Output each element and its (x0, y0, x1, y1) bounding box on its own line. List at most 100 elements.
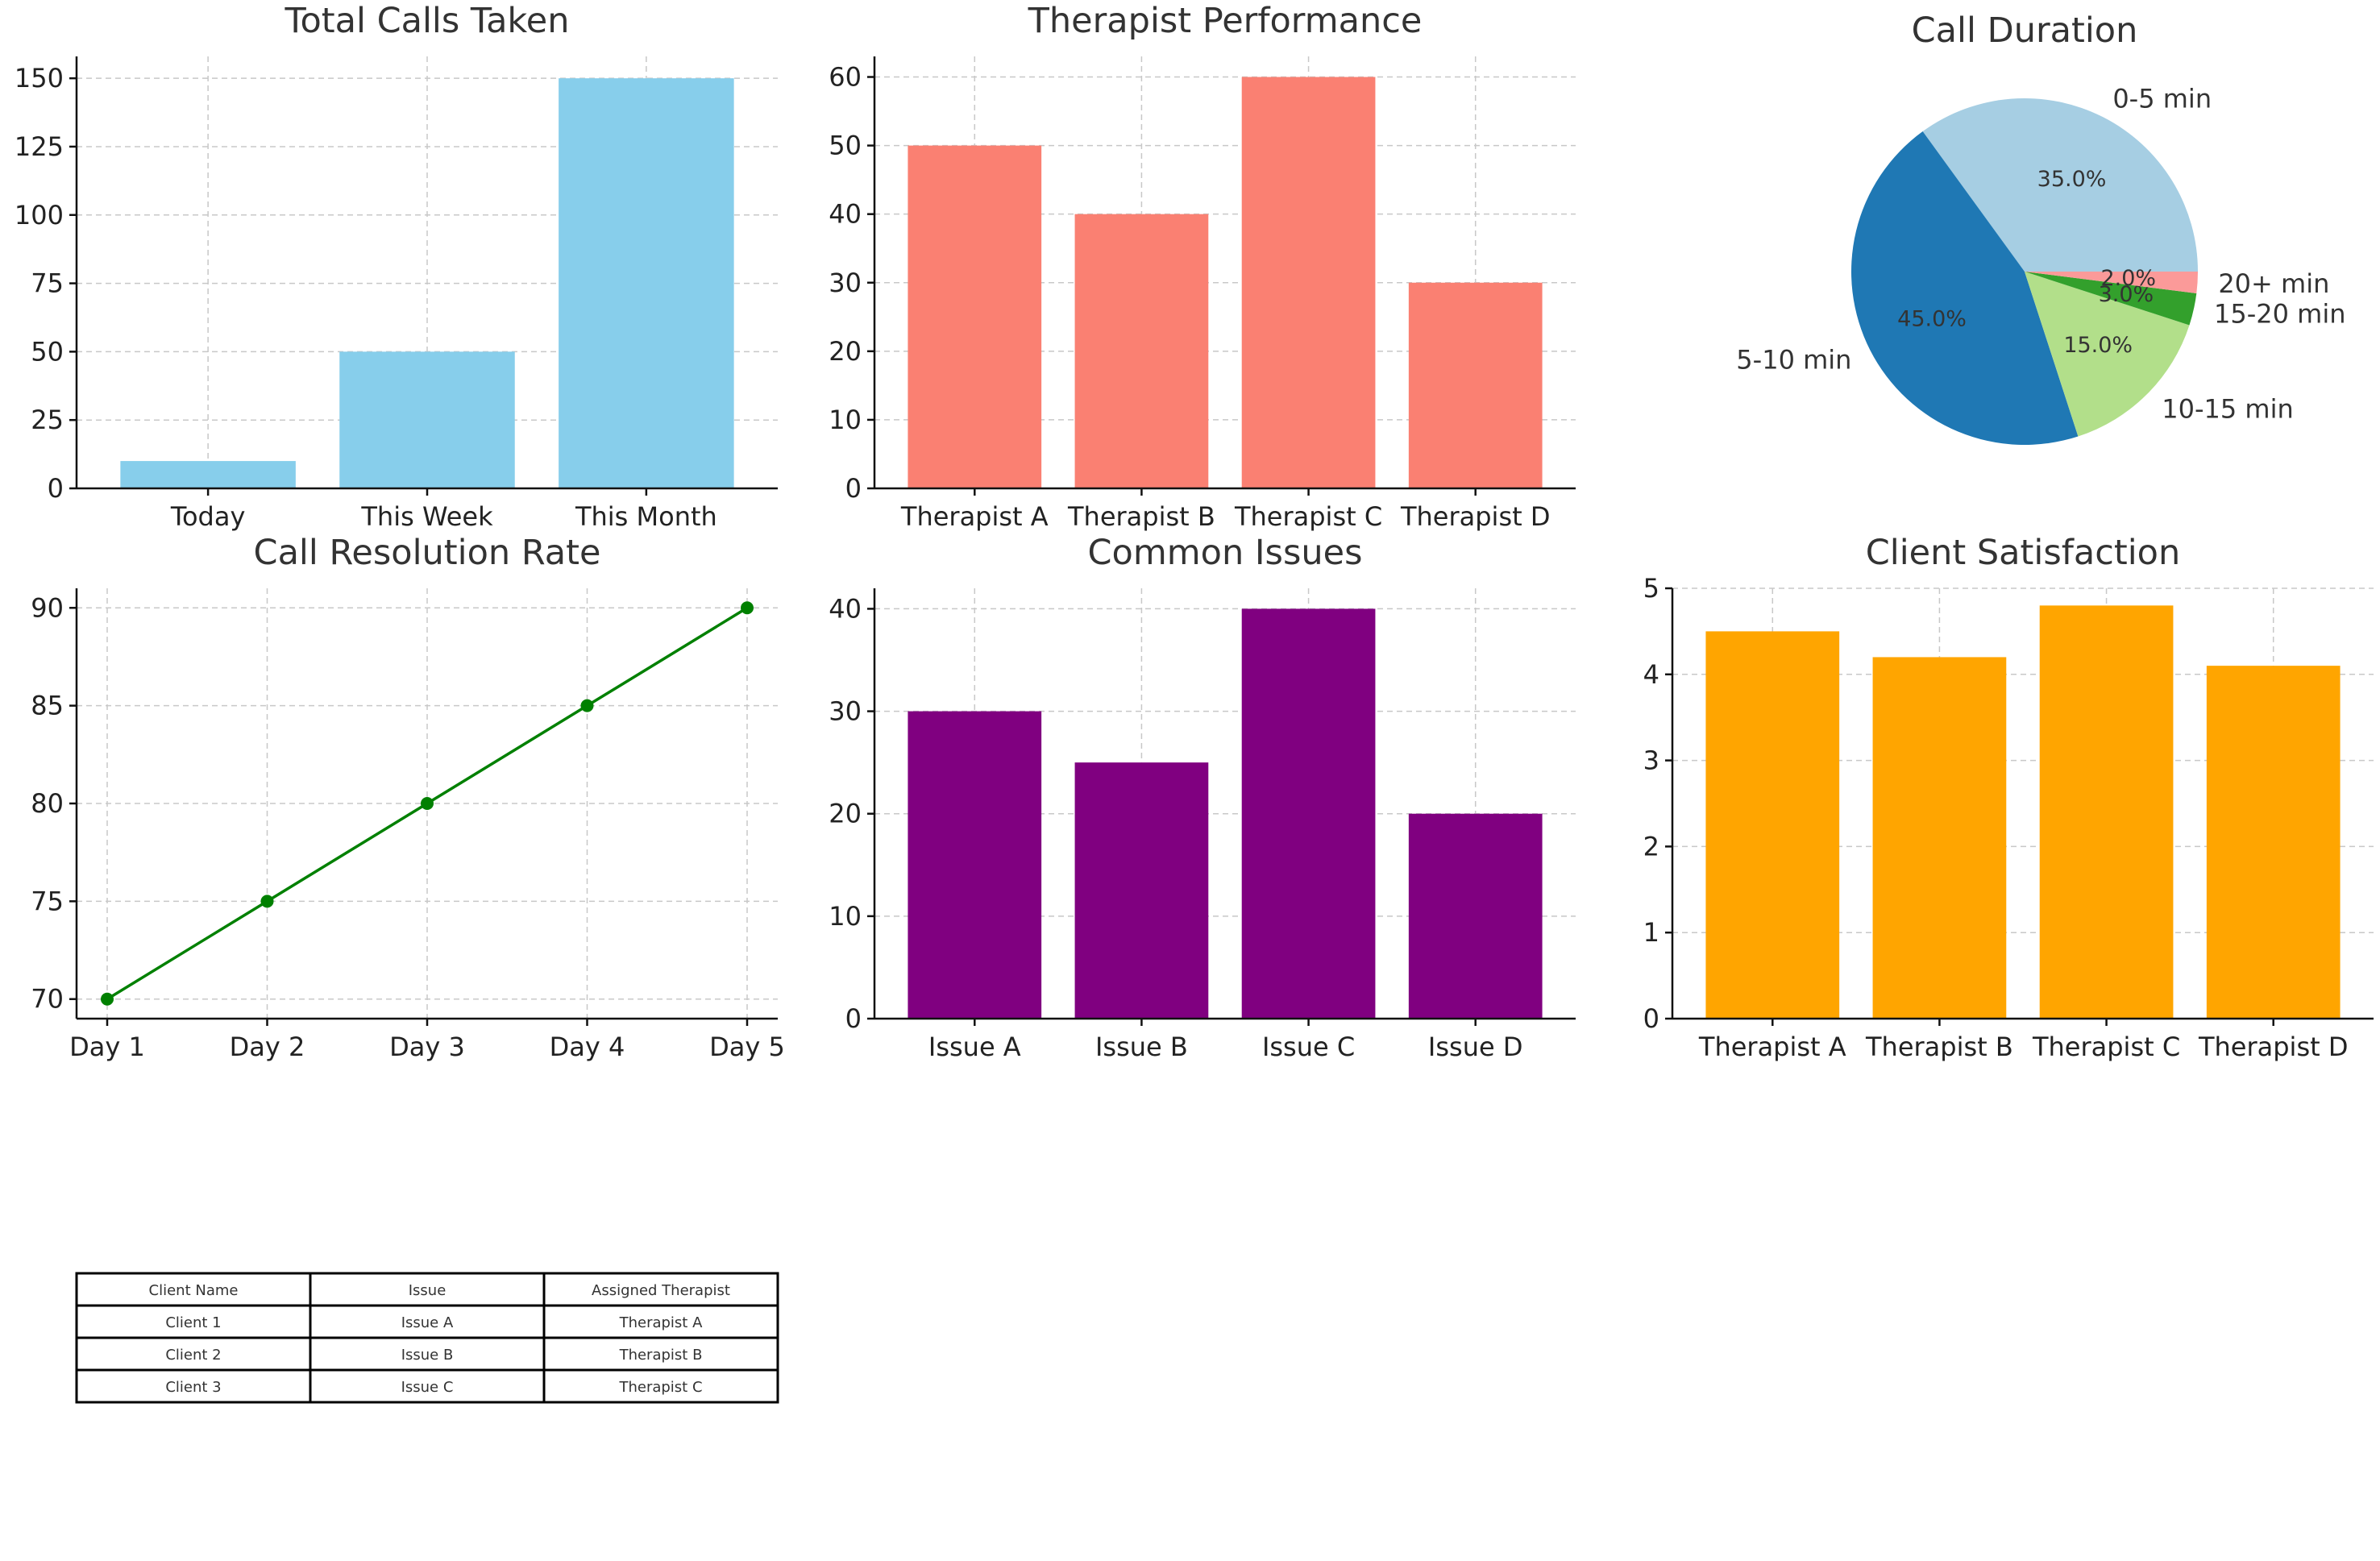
y-tick-label: 4 (1643, 659, 1659, 690)
y-tick-label: 5 (1643, 573, 1659, 604)
y-tick-label: 40 (829, 593, 862, 624)
y-tick-label: 0 (845, 1003, 862, 1034)
bar-this-week (339, 351, 515, 488)
y-tick-label: 50 (31, 336, 64, 367)
chart-title: Client Satisfaction (1866, 533, 2181, 573)
table-header-text: Assigned Therapist (592, 1282, 730, 1299)
y-tick-label: 0 (845, 473, 862, 504)
bar-therapist-b (1872, 657, 2007, 1019)
chart-title: Common Issues (1088, 533, 1363, 573)
x-tick-label: Therapist D (1400, 501, 1551, 532)
client-table: Client Name Issue Assigned Therapist Client… (75, 1272, 779, 1404)
x-tick-label: Day 2 (230, 1032, 305, 1062)
pie-slice-15-20-min (2025, 272, 2197, 326)
table-header-text: Issue (409, 1282, 447, 1299)
bar-issue-a (908, 711, 1042, 1019)
x-tick-label: Therapist D (2198, 1032, 2349, 1062)
pie-slice-10-15-min (2025, 272, 2190, 437)
x-tick-label: Day 1 (69, 1032, 145, 1062)
y-tick-label: 100 (15, 200, 64, 230)
bar-therapist-d (1408, 282, 1543, 488)
table-header-cell (75, 1272, 312, 1307)
data-point (741, 601, 754, 615)
x-tick-label: This Week (360, 501, 493, 532)
y-tick-label: 2 (1643, 831, 1659, 861)
table-header-cell (542, 1272, 779, 1307)
call-resolution-chart: Call Resolution Rate 70 75 80 85 90 Day 1 Day 2… (31, 533, 785, 1062)
pie-percent-label: 35.0% (2037, 167, 2107, 192)
chart-title: Call Duration (1912, 10, 2138, 51)
pie-slice-5-10-min (1851, 131, 2079, 446)
y-tick-label: 0 (48, 473, 64, 504)
data-point (101, 992, 114, 1006)
table-cell (542, 1336, 779, 1372)
y-tick-label: 3 (1643, 745, 1659, 776)
y-tick-label: 20 (829, 336, 862, 367)
x-tick-label: Therapist A (900, 501, 1049, 532)
table-cell (309, 1368, 546, 1404)
table-header-text: Client Name (149, 1282, 239, 1299)
x-tick-label: Therapist B (1865, 1032, 2013, 1062)
x-tick-label: Issue C (1262, 1032, 1355, 1062)
y-tick-label: 75 (31, 268, 64, 299)
y-tick-label: 90 (31, 592, 64, 623)
y-tick-label: 30 (829, 268, 862, 298)
data-point (421, 797, 434, 810)
x-tick-label: Day 4 (550, 1032, 625, 1062)
table-cell (75, 1368, 312, 1404)
table-cell (542, 1368, 779, 1404)
table-cell-text: Therapist C (618, 1379, 702, 1396)
bar-therapist-a (908, 145, 1042, 488)
y-tick-label: 125 (15, 131, 64, 162)
pie-label: 0-5 min (2112, 83, 2212, 114)
x-tick-label: Therapist B (1067, 501, 1215, 532)
pie-label: 20+ min (2218, 268, 2329, 299)
y-tick-label: 1 (1643, 917, 1659, 948)
y-tick-label: 10 (829, 405, 862, 435)
table-cell-text: Client 1 (165, 1314, 221, 1331)
x-tick-label: Day 3 (389, 1032, 465, 1062)
chart-title: Total Calls Taken (284, 1, 569, 41)
table-cell-text: Client 2 (165, 1347, 221, 1364)
total-calls-chart: Total Calls Taken 0 25 50 75 100 125 150 Today Th… (15, 1, 778, 532)
call-duration-chart: Call Duration 0-5 min 35.0% 5-10 min 45.0% 10… (1736, 10, 2346, 446)
bar-issue-c (1241, 608, 1376, 1019)
common-issues-chart: Common Issues 0 10 20 30 40 Issue A Issue B Issu… (829, 533, 1576, 1062)
y-tick-label: 50 (829, 131, 862, 161)
y-tick-label: 25 (31, 405, 64, 435)
y-tick-label: 80 (31, 788, 64, 819)
bar-issue-d (1408, 813, 1543, 1019)
table-cell-text: Issue B (401, 1347, 454, 1364)
table-cell (309, 1336, 546, 1372)
x-tick-label: Issue B (1095, 1032, 1188, 1062)
y-tick-label: 40 (829, 199, 862, 230)
client-satisfaction-chart: Client Satisfaction 0 1 2 3 4 5 Therapist A Ther… (1643, 533, 2374, 1062)
chart-title: Therapist Performance (1028, 1, 1423, 41)
y-tick-label: 75 (31, 886, 64, 916)
x-tick-label: Therapist C (1234, 501, 1382, 532)
data-point (260, 895, 274, 908)
pie-label: 5-10 min (1736, 344, 1851, 375)
data-point (580, 699, 594, 712)
x-tick-label: Issue D (1428, 1032, 1523, 1062)
bar-therapist-c (1241, 77, 1376, 489)
table-cell-text: Therapist A (619, 1314, 703, 1331)
table-cell-text: Therapist B (619, 1347, 703, 1364)
bar-therapist-a (1705, 631, 1840, 1019)
x-tick-label: Today (170, 501, 246, 532)
pie-slice-20-min (2025, 272, 2198, 293)
y-tick-label: 20 (829, 799, 862, 829)
chart-title: Call Resolution Rate (254, 533, 601, 573)
therapist-performance-chart: Therapist Performance 0 10 20 30 40 50 60 Therap… (829, 1, 1576, 532)
pie-label: 10-15 min (2162, 393, 2294, 424)
x-tick-label: Day 5 (709, 1032, 785, 1062)
table-cell-text: Issue A (401, 1314, 454, 1331)
pie-percent-label: 15.0% (2063, 333, 2133, 358)
y-tick-label: 85 (31, 691, 64, 721)
x-tick-label: Therapist A (1698, 1032, 1846, 1062)
table-cell-text: Client 3 (165, 1379, 221, 1396)
bar-this-month (559, 78, 734, 488)
x-tick-label: This Month (575, 501, 717, 532)
y-tick-label: 150 (15, 63, 64, 93)
